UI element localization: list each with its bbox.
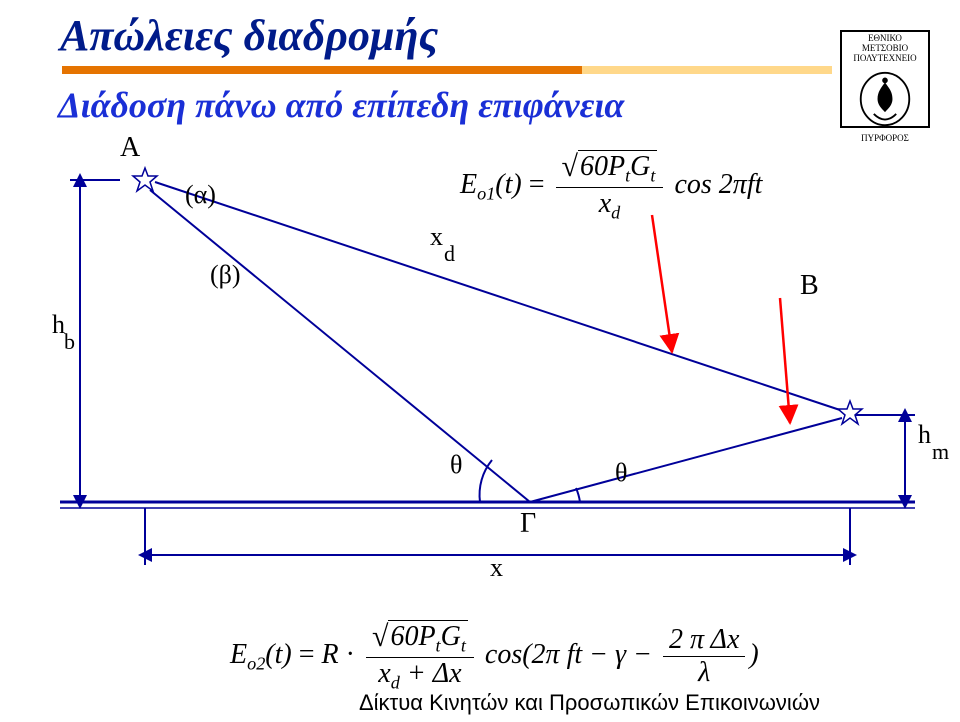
label-beta: (β) bbox=[210, 260, 241, 290]
logo-figure bbox=[844, 66, 926, 132]
page-title: Απώλειες διαδρομής bbox=[60, 10, 438, 61]
label-hm: h m bbox=[918, 420, 935, 480]
title-underline-primary bbox=[62, 66, 582, 74]
label-xd: x d bbox=[430, 222, 443, 282]
eq2-sub: o2 bbox=[247, 654, 265, 674]
eq2-sqrt-60p: 60P bbox=[390, 621, 435, 652]
eq2-frac2-num: 2 π Δx bbox=[663, 624, 745, 657]
eq2-frac2-den: λ bbox=[663, 657, 745, 689]
equation-reflected-field: Eo2(t) = R · √ 60PtGt xd + Δx cos(2π ft … bbox=[230, 620, 759, 693]
eq2-cos: cos(2π bbox=[485, 639, 560, 670]
label-x: x bbox=[490, 553, 503, 583]
eq2-E: E bbox=[230, 639, 247, 670]
title-underline-secondary bbox=[582, 66, 832, 74]
label-Gamma: Γ bbox=[520, 508, 536, 540]
label-B: B bbox=[800, 270, 819, 302]
eq2-R: R bbox=[322, 639, 339, 670]
eq2-arg: (t) bbox=[265, 639, 291, 670]
label-theta-right: θ bbox=[615, 458, 627, 488]
logo-top-text: ΕΘΝΙΚΟ ΜΕΤΣΟΒΙΟ ΠΟΛΥΤΕΧΝΕΙΟ bbox=[844, 34, 926, 64]
footer-text: Δίκτυα Κινητών και Προσωπικών Επικοινωνι… bbox=[359, 690, 820, 716]
label-theta-left: θ bbox=[450, 450, 462, 480]
logo: ΕΘΝΙΚΟ ΜΕΤΣΟΒΙΟ ΠΟΛΥΤΕΧΝΕΙΟ ΠΥΡΦΟΡΟΣ bbox=[840, 30, 930, 128]
eq2-close: ) bbox=[749, 639, 758, 670]
propagation-diagram: A (α) (β) x d B h b h m θ θ Γ x bbox=[60, 160, 920, 580]
logo-bottom-text: ΠΥΡΦΟΡΟΣ bbox=[844, 134, 926, 144]
page-subtitle: Διάδοση πάνω από επίπεδη επιφάνεια bbox=[58, 84, 624, 126]
label-alpha: (α) bbox=[185, 180, 216, 210]
label-hb: h b bbox=[52, 310, 65, 370]
label-A: A bbox=[120, 132, 140, 164]
